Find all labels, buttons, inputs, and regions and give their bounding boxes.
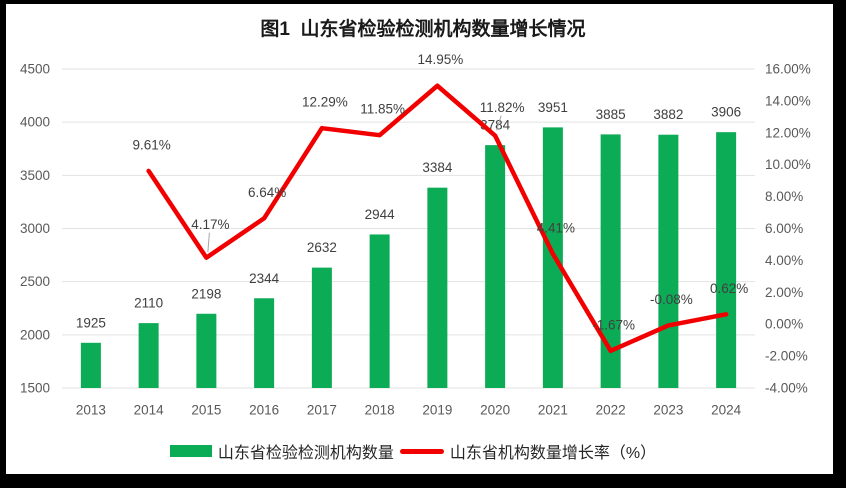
growth-rate-label: 4.41%: [537, 220, 575, 235]
y-axis-right-tick-label: 14.00%: [765, 93, 811, 108]
bar-2018: [369, 234, 390, 388]
growth-rate-label: 6.64%: [248, 185, 286, 200]
bar-value-label: 2632: [307, 240, 337, 255]
y-axis-left-tick-label: 3500: [20, 168, 50, 183]
y-axis-left-tick-label: 4000: [20, 115, 50, 130]
bar-2017: [311, 267, 332, 388]
x-axis-tick-label: 2013: [76, 403, 106, 418]
x-axis-tick-label: 2014: [134, 403, 165, 418]
bar-2015: [196, 313, 217, 388]
bar-2020: [485, 145, 506, 388]
y-axis-right-tick-label: 12.00%: [765, 125, 811, 140]
y-axis-right-tick-label: -4.00%: [765, 381, 808, 396]
bar-2024: [716, 132, 737, 388]
growth-rate-label: 11.82%: [480, 100, 525, 115]
x-axis-tick-label: 2023: [653, 403, 683, 418]
bar-value-label: 3384: [422, 160, 453, 175]
x-axis-tick-label: 2020: [480, 403, 510, 418]
y-axis-right-tick-label: 4.00%: [765, 253, 803, 268]
bar-value-label: 2944: [365, 207, 396, 222]
chart-title: 图1 山东省检验检测机构数量增长情况: [260, 19, 586, 40]
y-axis-right-tick-label: 0.00%: [765, 317, 803, 332]
bar-2022: [600, 134, 621, 388]
growth-rate-label: 0.62%: [710, 281, 748, 296]
x-axis-tick-label: 2024: [711, 403, 742, 418]
bar-value-label: 3885: [596, 107, 626, 122]
legend-bar-swatch: [169, 445, 212, 457]
legend-bar-label: 山东省检验检测机构数量: [217, 445, 394, 462]
bar-value-label: 3882: [653, 107, 683, 122]
y-axis-right-tick-label: -2.00%: [765, 349, 808, 364]
y-axis-right-tick-label: 2.00%: [765, 285, 803, 300]
bar-value-label: 2344: [249, 271, 280, 286]
bar-value-label: 2198: [191, 286, 221, 301]
x-axis-tick-label: 2021: [538, 403, 568, 418]
growth-rate-label: 12.29%: [302, 95, 348, 110]
x-axis-tick-label: 2018: [365, 403, 395, 418]
x-axis-tick-label: 2019: [422, 403, 452, 418]
growth-rate-label: -1.67%: [592, 317, 635, 332]
legend-line-label: 山东省机构数量增长率（%）: [449, 445, 657, 462]
bar-2023: [658, 134, 679, 388]
bar-value-label: 3951: [538, 100, 568, 115]
legend: 山东省检验检测机构数量 山东省机构数量增长率（%）: [0, 439, 836, 463]
x-axis-tick-label: 2015: [191, 403, 221, 418]
growth-line: [146, 83, 729, 354]
bar-value-label: 3906: [711, 105, 741, 120]
growth-rate-label: 4.17%: [191, 217, 229, 232]
bar-2016: [254, 298, 275, 388]
bar-2019: [427, 187, 448, 388]
bar-value-label: 2110: [134, 296, 163, 311]
y-axis-right-tick-label: 16.00%: [765, 62, 811, 77]
growth-rate-label: -0.08%: [650, 292, 693, 307]
y-axis-left-tick-label: 2000: [20, 327, 50, 342]
x-axis-tick-label: 2016: [249, 403, 279, 418]
y-axis-left-tick-label: 1500: [20, 381, 50, 396]
bar-2014: [138, 323, 159, 388]
x-axis-tick-label: 2017: [307, 403, 337, 418]
y-axis-right-tick-label: 6.00%: [765, 221, 803, 236]
bar-2013: [80, 342, 101, 388]
x-axis-tick-label: 2022: [596, 403, 626, 418]
legend-line-swatch: [399, 448, 444, 454]
label-leader-line: [496, 115, 502, 131]
y-axis-right-tick-label: 8.00%: [765, 189, 803, 204]
y-axis-left-tick-label: 3000: [20, 221, 50, 236]
chart-surface: [6, 4, 833, 474]
y-axis-left-tick-label: 2500: [20, 274, 50, 289]
y-axis-right-tick-label: 10.00%: [765, 157, 811, 172]
label-leader-line: [207, 232, 210, 253]
growth-rate-label: 14.95%: [417, 52, 463, 67]
growth-rate-label: 9.61%: [132, 137, 170, 152]
growth-rate-label: 11.85%: [360, 102, 405, 117]
y-axis-left-tick-label: 4500: [20, 62, 50, 77]
bar-value-label: 1925: [76, 315, 106, 330]
